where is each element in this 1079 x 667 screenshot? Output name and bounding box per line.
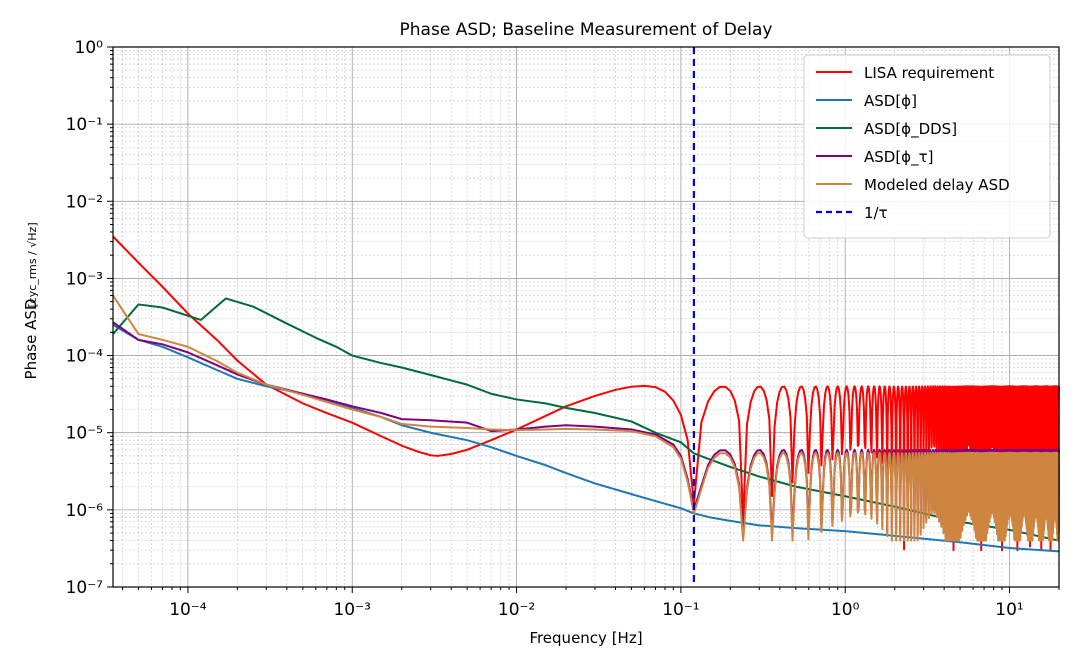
y-tick-label: 10⁻⁴: [66, 347, 104, 367]
series-group: [112, 235, 1060, 553]
legend-label: Modeled delay ASD: [864, 176, 1010, 194]
y-tick-label: 10⁻²: [66, 192, 103, 212]
ticks: 10⁻⁴ 10⁻³ 10⁻² 10⁻¹ 10⁰ 10¹ 10⁻⁷ 10⁻⁶ 10⁻⁵ 10⁻⁴ 10…: [66, 38, 1060, 620]
y-tick-label: 10⁻³: [66, 269, 103, 289]
y-axis-label-group: Phase ASD [cyc_rms / √Hz]: [22, 222, 40, 379]
x-axis-label: Frequency [Hz]: [529, 629, 642, 647]
legend-label: 1/τ: [864, 204, 888, 222]
y-tick-label: 10⁻⁷: [66, 578, 104, 598]
series-line-asd-dds-: [112, 297, 1060, 542]
legend-label: ASD[ϕ_DDS]: [864, 120, 957, 139]
legend-label: ASD[ϕ_τ]: [864, 148, 933, 167]
legend: LISA requirement ASD[ϕ] ASD[ϕ_DDS] ASD[ϕ_τ]…: [803, 54, 1051, 239]
y-tick-label: 10⁻⁶: [66, 501, 104, 521]
series-line-modeled-delay-asd: [112, 294, 1060, 542]
x-tick-label: 10⁻²: [498, 600, 535, 620]
x-tick-label: 10⁻⁴: [169, 600, 207, 620]
x-tick-label: 10⁻³: [333, 600, 370, 620]
x-tick-label: 10¹: [995, 600, 1023, 620]
y-tick-label: 10⁻⁵: [66, 424, 103, 444]
plot-frame: [112, 46, 1060, 588]
x-tick-label: 10⁰: [831, 600, 860, 620]
legend-box: [803, 54, 1051, 239]
series-line-lisa-requirement: [112, 235, 1060, 552]
legend-label: ASD[ϕ]: [864, 92, 917, 110]
legend-label: LISA requirement: [864, 64, 994, 82]
y-tick-label: 10⁻¹: [66, 115, 103, 135]
y-axis-unit: [cyc_rms / √Hz]: [26, 222, 39, 307]
x-tick-label: 10⁻¹: [662, 600, 699, 620]
y-axis-label: Phase ASD: [22, 299, 40, 380]
chart-title: Phase ASD; Baseline Measurement of Delay: [400, 20, 773, 40]
y-tick-label: 10⁰: [75, 38, 104, 58]
series-line-asd-: [112, 324, 1060, 553]
